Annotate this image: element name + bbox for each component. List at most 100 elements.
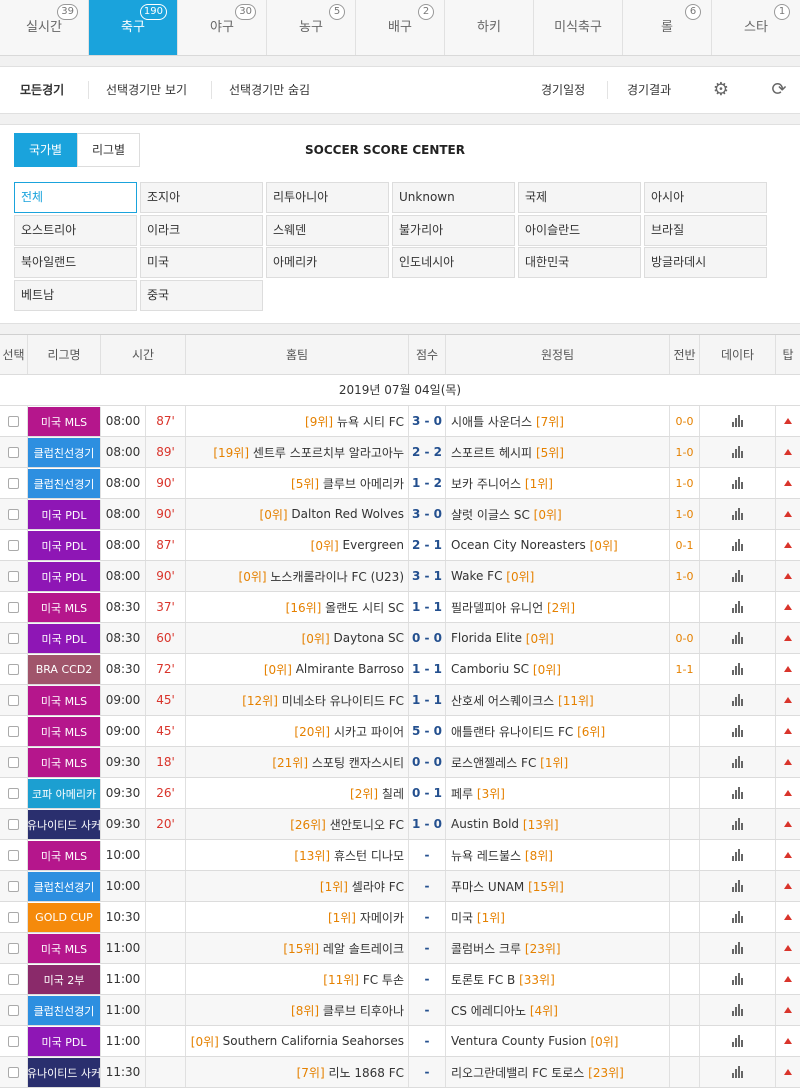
table-row[interactable]: 미국 MLS 10:00 [13위] 휴스턴 디나모 - 뉴욕 레드불스 [8위] — [0, 840, 800, 871]
table-row[interactable]: 클럽친선경기 08:00 89' [19위] 센트루 스포르치부 알라고아누 2 - 2… — [0, 437, 800, 468]
stats-chart-icon[interactable] — [732, 539, 743, 551]
tab-8[interactable]: 스타 1 — [712, 0, 800, 55]
away-team[interactable]: Camboriu SC — [451, 662, 530, 676]
home-team[interactable]: FC 투손 — [362, 972, 404, 987]
table-row[interactable]: 미국 PDL 08:30 60' [0위] Daytona SC 0 - 0 Florid… — [0, 623, 800, 654]
tip-arrow-icon[interactable] — [784, 852, 792, 858]
country-option[interactable]: 아이슬란드 — [518, 214, 641, 246]
tip-arrow-icon[interactable] — [784, 480, 792, 486]
stats-chart-icon[interactable] — [732, 601, 743, 613]
table-row[interactable]: 미국 MLS 11:00 [15위] 레알 솔트레이크 - 콜럼버스 크루 [23위] — [0, 933, 800, 964]
league-badge[interactable]: 미국 MLS — [40, 942, 88, 956]
home-team[interactable]: 뉴욕 시티 FC — [336, 414, 404, 429]
away-team[interactable]: 산호세 어스퀘이크스 — [451, 693, 555, 708]
stats-chart-icon[interactable] — [732, 911, 743, 923]
select-checkbox[interactable] — [8, 725, 19, 737]
refresh-icon[interactable]: ⟳ — [771, 79, 787, 100]
home-team[interactable]: 미네소타 유나이티드 FC — [281, 693, 404, 708]
league-badge[interactable]: 미국 PDL — [41, 539, 87, 553]
schedule-link[interactable]: 경기일정 — [541, 83, 586, 97]
away-team[interactable]: 콜럼버스 크루 — [451, 941, 522, 956]
stats-chart-icon[interactable] — [732, 508, 743, 520]
tip-arrow-icon[interactable] — [784, 883, 792, 889]
table-row[interactable]: 미국 MLS 09:30 18' [21위] 스포팅 캔자스시티 0 - 0 로스앤젤레스… — [0, 747, 800, 778]
home-team[interactable]: 스포팅 캔자스시티 — [311, 755, 404, 770]
stats-chart-icon[interactable] — [732, 756, 743, 768]
select-checkbox[interactable] — [8, 756, 19, 768]
select-checkbox[interactable] — [8, 446, 19, 458]
league-badge[interactable]: 클럽친선경기 — [33, 1004, 95, 1018]
stats-chart-icon[interactable] — [732, 415, 743, 427]
home-team[interactable]: 자메이카 — [359, 910, 404, 925]
table-row[interactable]: 미국 2부 11:00 [11위] FC 투손 - 토론토 FC B [33위] — [0, 964, 800, 995]
tip-arrow-icon[interactable] — [784, 728, 792, 734]
tip-arrow-icon[interactable] — [784, 449, 792, 455]
away-team[interactable]: 토론토 FC B — [451, 972, 516, 987]
tip-arrow-icon[interactable] — [784, 759, 792, 765]
stats-chart-icon[interactable] — [732, 787, 743, 799]
stats-chart-icon[interactable] — [732, 725, 743, 737]
all-games-link[interactable]: 모든경기 — [20, 83, 65, 97]
home-team[interactable]: 리노 1868 FC — [328, 1065, 404, 1080]
table-row[interactable]: 미국 MLS 08:30 37' [16위] 올랜도 시티 SC 1 - 1 필라델피아 … — [0, 592, 800, 623]
home-team[interactable]: 센트루 스포르치부 알라고아누 — [252, 445, 404, 460]
table-row[interactable]: 미국 MLS 08:00 87' [9위] 뉴욕 시티 FC 3 - 0 시애틀 사운더스… — [0, 406, 800, 437]
away-team[interactable]: 보카 주니어스 — [451, 476, 522, 491]
tip-arrow-icon[interactable] — [784, 914, 792, 920]
table-row[interactable]: BRA CCD2 08:30 72' [0위] Almirante Barroso 1 … — [0, 654, 800, 685]
away-team[interactable]: 스포르트 헤시피 — [451, 445, 533, 460]
tip-arrow-icon[interactable] — [784, 666, 792, 672]
away-team[interactable]: 리오그란데밸리 FC 토로스 — [451, 1065, 585, 1080]
table-row[interactable]: 유나이티드 사커 11:30 [7위] 리노 1868 FC - 리오그란데밸리 FC … — [0, 1057, 800, 1088]
home-team[interactable]: Southern California Seahorses — [222, 1034, 404, 1048]
select-checkbox[interactable] — [8, 787, 19, 799]
league-badge[interactable]: 클럽친선경기 — [33, 880, 95, 894]
select-checkbox[interactable] — [8, 849, 19, 861]
tip-arrow-icon[interactable] — [784, 790, 792, 796]
tab-1[interactable]: 축구 190 — [89, 0, 178, 55]
select-checkbox[interactable] — [8, 1035, 19, 1047]
away-team[interactable]: 푸마스 UNAM — [451, 879, 525, 894]
home-team[interactable]: Dalton Red Wolves — [291, 507, 404, 521]
league-badge[interactable]: 미국 MLS — [40, 725, 88, 739]
league-badge[interactable]: 미국 MLS — [40, 694, 88, 708]
table-row[interactable]: 클럽친선경기 10:00 [1위] 셀라야 FC - 푸마스 UNAM [15위] — [0, 871, 800, 902]
select-checkbox[interactable] — [8, 1004, 19, 1016]
stats-chart-icon[interactable] — [732, 477, 743, 489]
select-checkbox[interactable] — [8, 539, 19, 551]
stats-chart-icon[interactable] — [732, 1035, 743, 1047]
away-team[interactable]: 시애틀 사운더스 — [451, 414, 533, 429]
away-team[interactable]: 필라델피아 유니언 — [451, 600, 544, 615]
away-team[interactable]: 로스앤젤레스 FC — [451, 755, 537, 770]
country-option[interactable]: 전체 — [14, 182, 137, 213]
away-team[interactable]: 샬럿 이글스 SC — [451, 507, 530, 522]
tip-arrow-icon[interactable] — [784, 1038, 792, 1044]
tab-5[interactable]: 하키 — [445, 0, 534, 55]
stats-chart-icon[interactable] — [732, 1004, 743, 1016]
stats-chart-icon[interactable] — [732, 973, 743, 985]
home-team[interactable]: 휴스턴 디나모 — [333, 848, 404, 863]
home-team[interactable]: Almirante Barroso — [295, 662, 404, 676]
away-team[interactable]: CS 에레디아노 — [451, 1003, 527, 1018]
stats-chart-icon[interactable] — [732, 570, 743, 582]
stats-chart-icon[interactable] — [732, 880, 743, 892]
select-checkbox[interactable] — [8, 570, 19, 582]
select-checkbox[interactable] — [8, 942, 19, 954]
tab-0[interactable]: 실시간 39 — [0, 0, 89, 55]
country-option[interactable]: 브라질 — [644, 214, 767, 246]
table-row[interactable]: 코파 아메리카 09:30 26' [2위] 칠레 0 - 1 페루 [3위] — [0, 778, 800, 809]
home-team[interactable]: 클루브 티후아나 — [322, 1003, 404, 1018]
tab-2[interactable]: 야구 30 — [178, 0, 267, 55]
table-row[interactable]: 미국 PDL 11:00 [0위] Southern California Seah… — [0, 1026, 800, 1057]
league-badge[interactable]: GOLD CUP — [35, 911, 93, 924]
select-checkbox[interactable] — [8, 415, 19, 427]
away-team[interactable]: 페루 — [451, 786, 474, 801]
tip-arrow-icon[interactable] — [784, 1069, 792, 1075]
league-badge[interactable]: 유나이티드 사커 — [28, 1066, 101, 1080]
tip-arrow-icon[interactable] — [784, 697, 792, 703]
league-badge[interactable]: 코파 아메리카 — [31, 787, 97, 801]
country-option[interactable]: 국제 — [518, 182, 641, 213]
tip-arrow-icon[interactable] — [784, 635, 792, 641]
home-team[interactable]: 셀라야 FC — [351, 879, 404, 894]
league-badge[interactable]: BRA CCD2 — [35, 663, 93, 676]
